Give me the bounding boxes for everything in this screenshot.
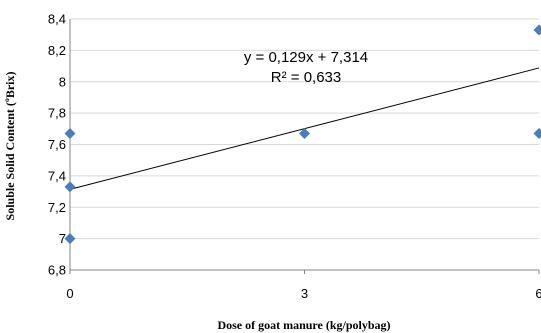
data-point (533, 24, 541, 36)
y-tick-label: 7,4 (48, 168, 66, 183)
data-point (64, 128, 76, 140)
x-tick-label: 3 (301, 286, 308, 301)
x-tick-label: 0 (66, 286, 73, 301)
axes (69, 19, 540, 274)
trendline-r-squared: R² = 0,633 (271, 69, 341, 86)
data-point (64, 233, 76, 245)
y-tick-label: 6,8 (48, 263, 66, 278)
x-axis-title: Dose of goat manure (kg/polybag) (217, 318, 390, 332)
x-tick-label: 6 (535, 286, 541, 301)
data-point (299, 128, 310, 140)
y-tick-labels: 6,8 7 7,2 7,4 7,6 7,8 8 8,2 8,4 (48, 12, 66, 278)
grid-lines (70, 18, 539, 240)
data-point (533, 128, 541, 140)
trendline-equation: y = 0,129x + 7,314 (244, 49, 368, 66)
data-point (64, 181, 76, 193)
y-tick-label: 8,4 (48, 12, 66, 27)
y-tick-label: 8,2 (48, 43, 66, 58)
y-tick-label: 7,6 (48, 137, 66, 152)
data-points (64, 24, 541, 245)
y-tick-label: 8 (59, 74, 66, 89)
y-axis-title: Soluble Solid Content (ºBrix) (3, 72, 17, 221)
x-tick-labels: 0 3 6 (66, 286, 541, 301)
y-tick-label: 7,8 (48, 106, 66, 121)
y-tick-label: 7 (59, 231, 66, 246)
y-tick-label: 7,2 (48, 200, 66, 215)
